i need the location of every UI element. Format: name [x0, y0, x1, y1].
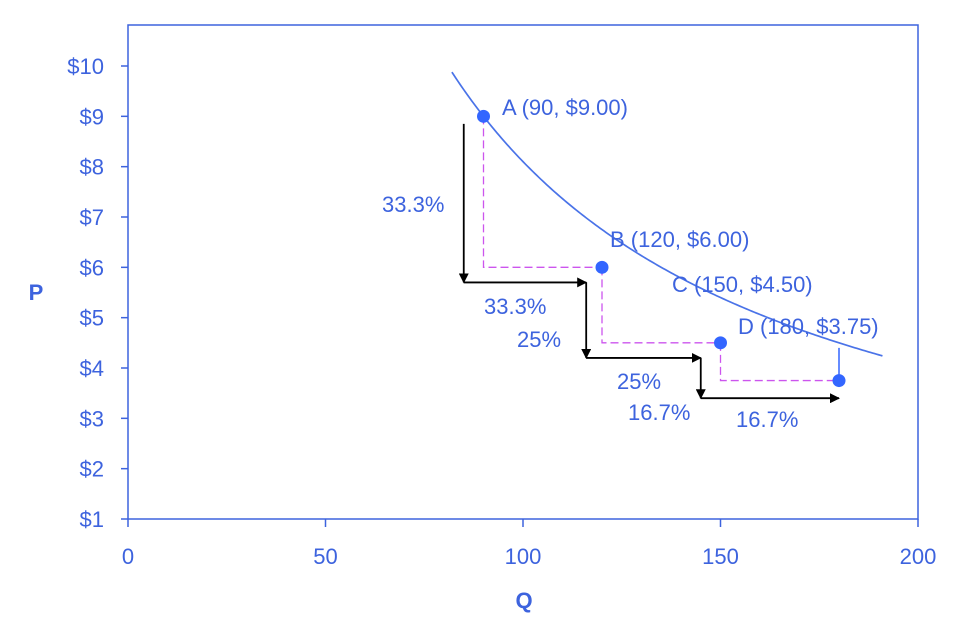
point-label-b: B (120, $6.00)	[610, 227, 749, 252]
arrow-layer	[458, 123, 840, 404]
price-change-label: 25%	[517, 327, 561, 352]
x-axis-title: Q	[515, 588, 532, 613]
y-tick-label: $9	[80, 104, 104, 129]
data-point-b	[595, 260, 609, 274]
y-tick-label: $2	[80, 457, 104, 482]
data-point-d	[832, 374, 846, 388]
y-tick-label: $8	[80, 155, 104, 180]
segment-guide	[719, 342, 839, 382]
price-change-label: 33.3%	[382, 192, 444, 217]
y-tick-label: $4	[80, 356, 104, 381]
data-point-c	[714, 336, 727, 350]
y-tick-label: $3	[80, 406, 104, 431]
y-axis-title: P	[29, 280, 44, 305]
x-tick-label: 0	[122, 544, 134, 569]
points-layer	[477, 109, 846, 388]
x-tick-label: 50	[313, 544, 337, 569]
price-change-label: 16.7%	[628, 400, 690, 425]
y-tick-label: $1	[80, 507, 104, 532]
point-label-c: C (150, $4.50)	[672, 272, 813, 297]
demand-curve	[451, 71, 883, 357]
y-tick-label: $5	[80, 306, 104, 331]
text-layer: $1 $2 $3 $4 $5 $6 $7 $8 $9 $10 0 50 100 150 200 Q P A (90…	[29, 54, 937, 613]
segment-guide	[482, 116, 602, 268]
x-tick-label: 150	[702, 544, 739, 569]
y-tick-label: $7	[80, 205, 104, 230]
quantity-change-label: 25%	[617, 369, 661, 394]
segment-guide	[601, 267, 721, 344]
y-tick-label: $6	[80, 255, 104, 280]
guide-lines-layer	[482, 116, 840, 382]
quantity-change-label: 16.7%	[736, 407, 798, 432]
plot-frame-layer	[121, 24, 919, 527]
x-tick-label: 100	[505, 544, 542, 569]
point-label-a: A (90, $9.00)	[502, 95, 628, 120]
curve-layer	[451, 71, 883, 357]
y-tick-label: $10	[67, 54, 104, 79]
quantity-change-label: 33.3%	[484, 294, 546, 319]
x-tick-label: 200	[900, 544, 937, 569]
data-point-a	[477, 109, 490, 123]
point-label-d: D (180, $3.75)	[738, 314, 879, 339]
